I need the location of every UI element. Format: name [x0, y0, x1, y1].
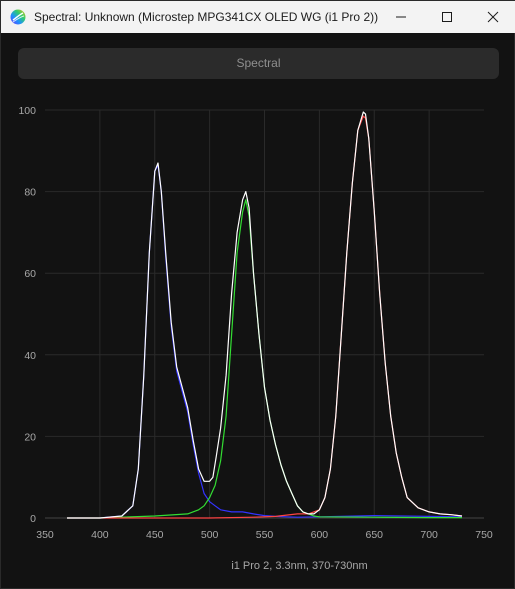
spectrum-line-ffffff: [67, 111, 463, 519]
y-tick-label: 20: [24, 431, 36, 443]
x-tick-label: 450: [146, 529, 164, 541]
y-tick-label: 40: [24, 350, 36, 362]
x-tick-label: 700: [420, 529, 438, 541]
window-title: Spectral: Unknown (Microstep MPG341CX OL…: [34, 10, 379, 24]
y-tick-label: 60: [24, 268, 36, 280]
minimize-icon: [396, 16, 406, 18]
x-tick-label: 750: [475, 529, 493, 541]
maximize-button[interactable]: [424, 1, 470, 33]
y-tick-label: 80: [24, 187, 36, 199]
spectral-chart: 350 400 450 500 550 600 650 700 750 0 20 40 60 80 100 i…: [18, 105, 492, 572]
close-icon: [487, 11, 499, 23]
x-tick-label: 600: [311, 529, 329, 541]
title-bar[interactable]: Spectral: Unknown (Microstep MPG341CX OL…: [1, 1, 515, 33]
chart-grid: [45, 109, 484, 519]
y-tick-label: 0: [30, 513, 36, 525]
y-tick-label: 100: [18, 105, 36, 117]
x-axis-label: i1 Pro 2, 3.3nm, 370-730nm: [231, 560, 367, 572]
close-button[interactable]: [470, 1, 515, 33]
x-tick-label: 350: [36, 529, 54, 541]
chart-series: [67, 111, 463, 519]
spectral-button[interactable]: Spectral: [18, 48, 499, 79]
chart-labels: 350 400 450 500 550 600 650 700 750 0 20 40 60 80 100 i…: [18, 105, 492, 572]
minimize-button[interactable]: [378, 1, 424, 33]
x-tick-label: 500: [201, 529, 219, 541]
app-logo-icon: [10, 9, 26, 25]
x-tick-label: 400: [91, 529, 109, 541]
x-tick-label: 550: [256, 529, 274, 541]
x-tick-label: 650: [365, 529, 383, 541]
maximize-icon: [442, 12, 452, 22]
